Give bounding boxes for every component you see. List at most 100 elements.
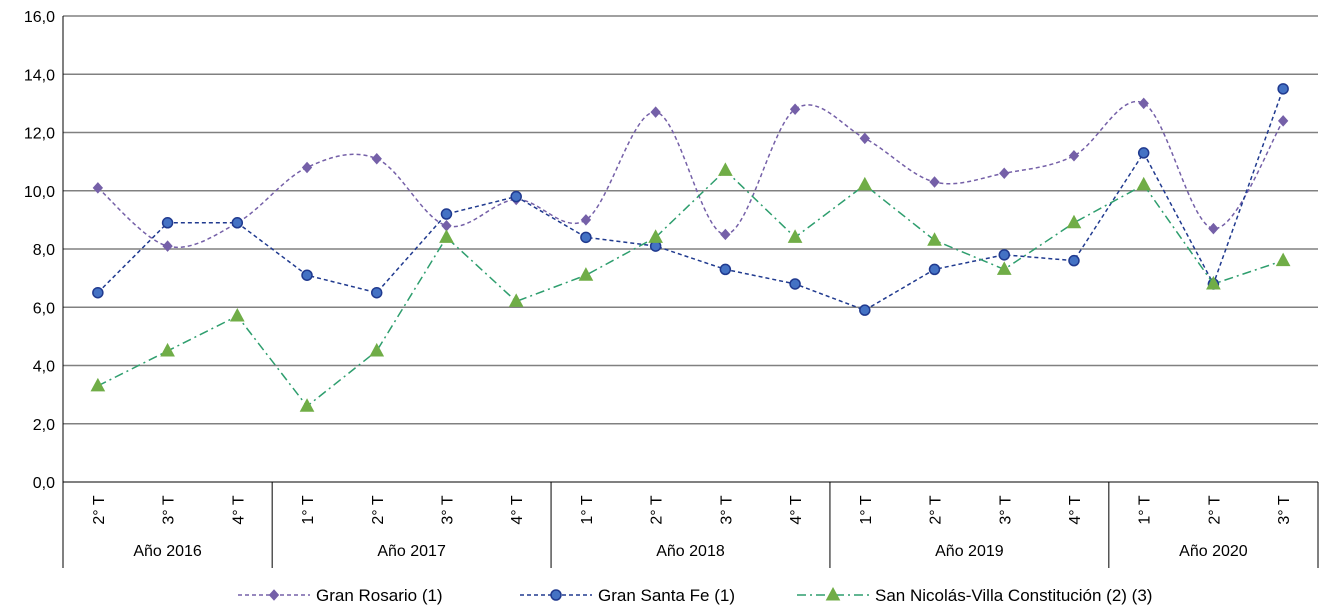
data-point xyxy=(371,152,382,165)
data-point xyxy=(92,182,104,194)
data-point xyxy=(1206,275,1221,290)
grid-lines xyxy=(63,15,1318,425)
data-point xyxy=(859,304,871,316)
y-tick-label: 10,0 xyxy=(24,184,55,201)
data-point xyxy=(1277,115,1289,127)
data-point xyxy=(441,219,452,232)
series-line xyxy=(97,169,1284,408)
legend-item: Gran Rosario (1) xyxy=(238,586,443,605)
data-point xyxy=(1137,147,1150,159)
year-group-label: Año 2019 xyxy=(935,543,1004,560)
x-tick-label: 2° T xyxy=(370,495,387,524)
x-tick-label: 1° T xyxy=(1137,495,1154,524)
x-tick-label: 1° T xyxy=(300,495,317,524)
x-tick-label: 3° T xyxy=(997,495,1014,524)
data-point xyxy=(229,307,245,322)
year-group-label: Año 2016 xyxy=(133,543,202,560)
data-point xyxy=(1277,83,1289,95)
data-point xyxy=(1068,254,1080,267)
data-point xyxy=(510,190,522,203)
x-tick-label: 4° T xyxy=(230,495,247,524)
year-group-label: Año 2018 xyxy=(656,543,725,560)
series-2 xyxy=(92,83,1289,316)
data-point xyxy=(580,231,592,244)
data-point xyxy=(859,132,870,145)
y-tick-label: 12,0 xyxy=(24,126,55,143)
legend-item: San Nicolás-Villa Constitución (2) (3) xyxy=(797,586,1152,605)
data-point xyxy=(719,263,732,276)
y-tick-label: 6,0 xyxy=(33,300,55,317)
x-tick-label: 2° T xyxy=(649,495,666,524)
data-point xyxy=(301,161,313,174)
data-point xyxy=(996,261,1012,275)
y-tick-label: 4,0 xyxy=(33,359,55,376)
data-point xyxy=(371,286,383,299)
x-tick-label: 3° T xyxy=(1276,495,1293,524)
data-point xyxy=(231,217,244,229)
data-point xyxy=(160,342,175,357)
legend: Gran Rosario (1) Gran Santa Fe (1) San Nic… xyxy=(238,586,1152,605)
series-line xyxy=(97,100,1284,249)
x-tick-label: 1° T xyxy=(858,495,875,524)
data-point xyxy=(440,208,453,220)
x-axis: 2° T 3° T 4° T 1° T 2° T 3° T 4° T 1° T 2° T 3° T… xyxy=(62,16,1319,568)
x-tick-label: 2° T xyxy=(1206,495,1223,524)
x-tick-label: 3° T xyxy=(161,495,178,524)
data-point xyxy=(1066,214,1082,229)
x-tick-label: 2° T xyxy=(91,495,108,524)
data-point xyxy=(648,229,663,243)
data-point xyxy=(857,176,873,191)
data-point xyxy=(999,167,1010,180)
legend-marker xyxy=(825,586,841,601)
data-point xyxy=(789,103,801,115)
legend-marker xyxy=(268,589,280,601)
year-group-label: Año 2020 xyxy=(1179,543,1248,560)
data-point xyxy=(439,229,454,243)
data-point xyxy=(998,249,1010,261)
y-tick-label: 0,0 xyxy=(33,475,55,492)
series-line xyxy=(97,88,1284,311)
data-point xyxy=(718,162,733,176)
legend-label: San Nicolás-Villa Constitución (2) (3) xyxy=(875,586,1152,605)
legend-marker xyxy=(550,589,562,601)
x-tick-label: 4° T xyxy=(1067,495,1084,524)
data-point xyxy=(92,286,104,299)
y-tick-label: 14,0 xyxy=(24,67,55,84)
year-group-label: Año 2017 xyxy=(377,543,446,560)
data-point xyxy=(90,377,106,392)
data-point xyxy=(580,214,592,226)
x-tick-label: 4° T xyxy=(788,495,805,524)
series-1 xyxy=(92,97,1289,252)
data-point xyxy=(1275,252,1291,267)
data-point xyxy=(161,217,174,229)
series-3 xyxy=(90,162,1291,412)
data-point xyxy=(1138,97,1149,110)
data-point xyxy=(508,293,524,307)
y-axis-ticks: 0,0 2,0 4,0 6,0 8,0 10,0 12,0 14,0 16,0 xyxy=(24,9,55,492)
data-point xyxy=(789,278,801,290)
data-point xyxy=(578,267,594,281)
data-point xyxy=(1068,150,1080,162)
data-point xyxy=(787,229,803,243)
legend-label: Gran Rosario (1) xyxy=(316,586,443,605)
data-point xyxy=(301,269,313,281)
data-point xyxy=(720,228,731,241)
legend-label: Gran Santa Fe (1) xyxy=(598,586,735,605)
x-tick-label: 1° T xyxy=(579,495,596,524)
y-tick-label: 16,0 xyxy=(24,9,55,26)
legend-item: Gran Santa Fe (1) xyxy=(520,586,735,605)
x-tick-label: 2° T xyxy=(928,495,945,524)
data-point xyxy=(162,240,173,252)
data-point xyxy=(928,263,941,276)
series-lines xyxy=(90,83,1291,412)
data-point xyxy=(369,342,385,357)
x-tick-label: 3° T xyxy=(718,495,735,524)
x-tick-label: 4° T xyxy=(509,495,526,524)
data-point xyxy=(929,176,940,188)
data-point xyxy=(1136,176,1152,191)
data-point xyxy=(1208,222,1219,235)
y-tick-label: 2,0 xyxy=(33,417,55,434)
y-tick-label: 8,0 xyxy=(33,242,55,259)
x-tick-label: 3° T xyxy=(439,495,456,524)
